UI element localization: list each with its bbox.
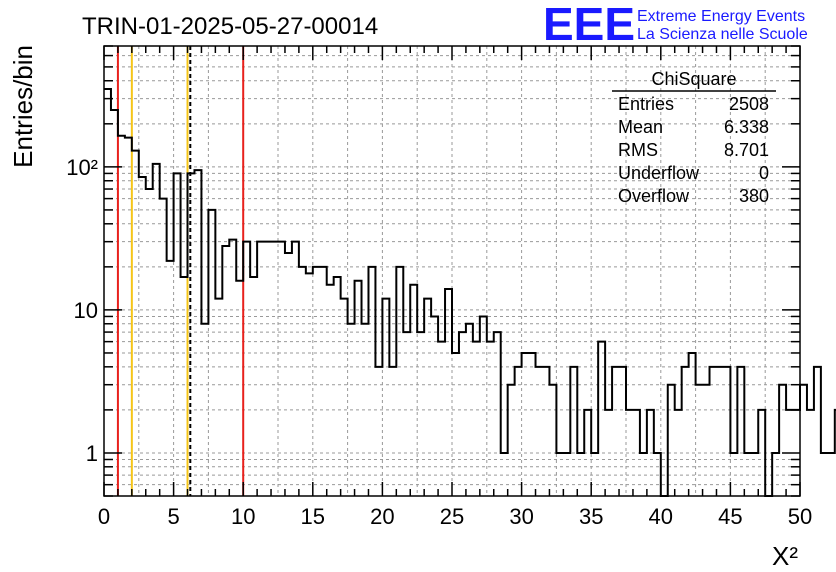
x-tick-label: 40 bbox=[649, 504, 673, 529]
x-tick-label: 15 bbox=[301, 504, 325, 529]
stats-row-label: Mean bbox=[618, 117, 663, 137]
eee-logo: EEE bbox=[543, 0, 635, 50]
stats-row-label: Overflow bbox=[618, 186, 690, 206]
x-tick-label: 35 bbox=[579, 504, 603, 529]
stats-box: ChiSquare Entries 2508 Mean 6.338 RMS 8.701 Un… bbox=[612, 69, 776, 206]
stats-row-value: 380 bbox=[739, 186, 769, 206]
stats-row-value: 8.701 bbox=[724, 140, 769, 160]
x-tick-label: 25 bbox=[440, 504, 464, 529]
x-axis-title: X² bbox=[772, 541, 798, 571]
stats-row-value: 6.338 bbox=[724, 117, 769, 137]
y-tick-labels: 1 10 10² bbox=[66, 155, 98, 466]
stats-row-label: RMS bbox=[618, 140, 658, 160]
logo-line-2: La Scienza nelle Scuole bbox=[637, 26, 808, 43]
y-axis-title: Entries/bin bbox=[8, 45, 38, 168]
stats-name: ChiSquare bbox=[651, 69, 736, 89]
x-tick-label: 5 bbox=[167, 504, 179, 529]
y-tick-label: 10 bbox=[74, 298, 98, 323]
x-tick-label: 30 bbox=[509, 504, 533, 529]
stats-row-label: Entries bbox=[618, 94, 674, 114]
y-tick-label: 10² bbox=[66, 155, 98, 180]
logo-line-1: Extreme Energy Events bbox=[637, 8, 805, 25]
stats-row-value: 0 bbox=[759, 163, 769, 183]
y-tick-label: 1 bbox=[86, 441, 98, 466]
x-tick-label: 10 bbox=[231, 504, 255, 529]
histogram-outline bbox=[104, 88, 836, 497]
x-tick-label: 50 bbox=[788, 504, 812, 529]
chart-title: TRIN-01-2025-05-27-00014 bbox=[82, 13, 378, 40]
stats-row-label: Underflow bbox=[618, 163, 700, 183]
x-tick-label: 0 bbox=[98, 504, 110, 529]
axis-ticks bbox=[103, 45, 801, 497]
x-tick-labels: 0 5 10 15 20 25 30 35 40 45 50 bbox=[98, 504, 812, 529]
stats-row-value: 2508 bbox=[729, 94, 769, 114]
x-tick-label: 20 bbox=[370, 504, 394, 529]
x-tick-label: 45 bbox=[718, 504, 742, 529]
